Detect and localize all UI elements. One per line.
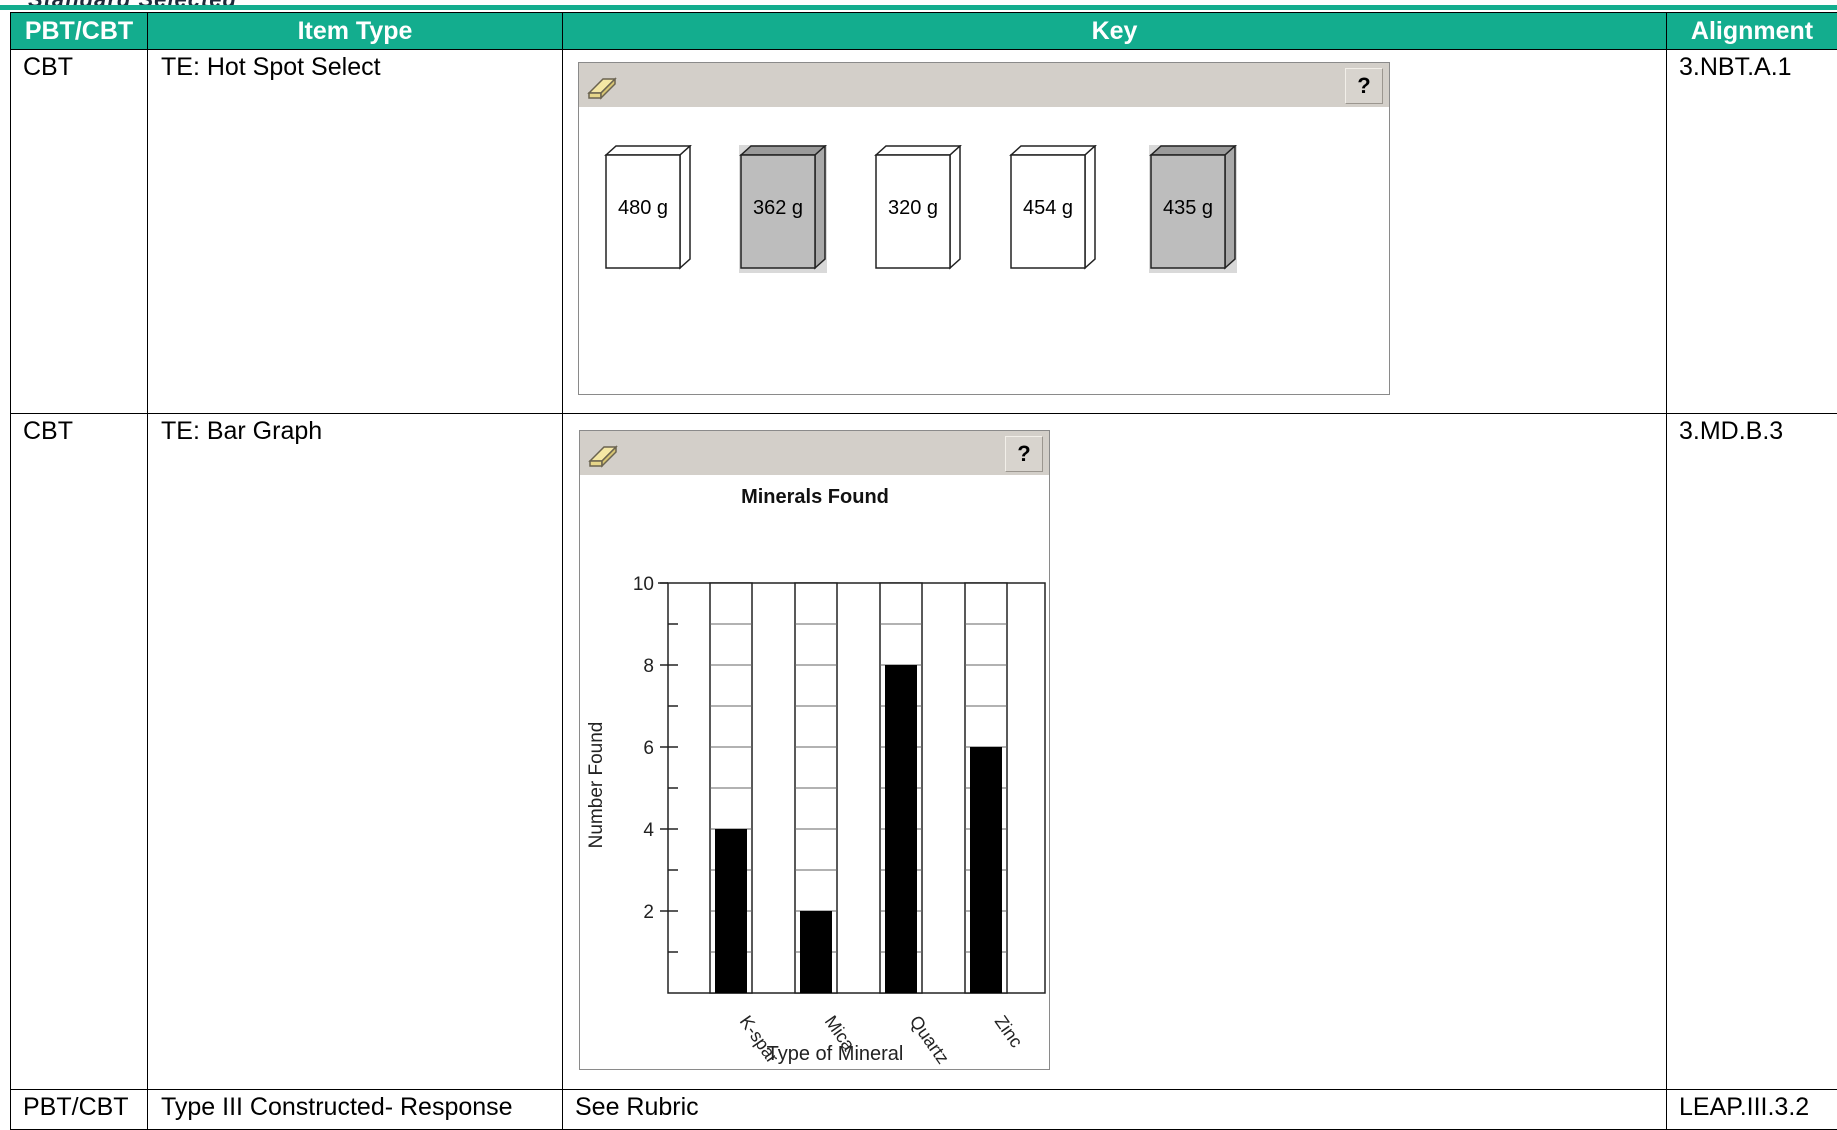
col-header-alignment: Alignment — [1667, 13, 1837, 50]
tool-toolbar: ? — [580, 431, 1049, 475]
bar — [885, 665, 917, 993]
y-tick-label: 6 — [643, 738, 654, 759]
eraser-icon[interactable] — [585, 71, 619, 101]
table-row: PBT/CBT Type III Constructed- Response S… — [11, 1090, 1837, 1130]
hot-spot-box-label: 362 g — [739, 197, 817, 220]
cell-item-type: TE: Hot Spot Select — [148, 50, 563, 414]
cell-item-type: TE: Bar Graph — [148, 414, 563, 1090]
hot-spot-tool: ? 480 g 362 g 320 g 454 g 435 g — [578, 62, 1390, 395]
answer-key-table: PBT/CBT Item Type Key Alignment CBT TE: … — [10, 12, 1837, 1130]
table-header-row: PBT/CBT Item Type Key Alignment — [11, 13, 1837, 50]
bar — [800, 911, 832, 993]
hot-spot-box[interactable]: 454 g — [1009, 145, 1099, 275]
y-axis-label: Number Found — [586, 722, 607, 849]
x-axis-label: Type of Mineral — [767, 1043, 904, 1065]
hot-spot-box-label: 320 g — [874, 197, 952, 220]
hot-spot-box-label: 454 g — [1009, 197, 1087, 220]
cell-mode: CBT — [11, 414, 148, 1090]
hot-spot-box[interactable]: 362 g — [739, 145, 829, 275]
eraser-icon[interactable] — [586, 439, 620, 469]
hot-spot-box[interactable]: 320 g — [874, 145, 964, 275]
cell-mode: PBT/CBT — [11, 1090, 148, 1130]
y-tick-label: 4 — [643, 820, 654, 841]
bar — [970, 747, 1002, 993]
table-row: CBT TE: Hot Spot Select ? 480 g 362 g 320 … — [11, 50, 1837, 414]
hot-spot-box-label: 435 g — [1149, 197, 1227, 220]
hot-spot-box[interactable]: 480 g — [604, 145, 694, 275]
page-top-rule: Standard Selected — [0, 0, 1837, 10]
header-rule — [0, 5, 1837, 10]
bar — [715, 829, 747, 993]
y-tick-label: 2 — [643, 902, 654, 923]
tool-toolbar: ? — [579, 63, 1389, 107]
cell-key: ? 480 g 362 g 320 g 454 g 435 g — [563, 50, 1667, 414]
cell-mode: CBT — [11, 50, 148, 414]
cell-alignment: LEAP.III.3.2 — [1667, 1090, 1837, 1130]
hot-spot-box[interactable]: 435 g — [1149, 145, 1239, 275]
cell-alignment: 3.MD.B.3 — [1667, 414, 1837, 1090]
cell-alignment: 3.NBT.A.1 — [1667, 50, 1837, 414]
cell-key: See Rubric — [563, 1090, 1667, 1130]
y-tick-label: 10 — [633, 574, 654, 595]
x-tick-label: Quartz — [906, 1012, 953, 1067]
chart-title: Minerals Found — [741, 486, 889, 508]
help-button[interactable]: ? — [1005, 436, 1043, 472]
hot-spot-box-label: 480 g — [604, 197, 682, 220]
x-tick-label: Zinc — [991, 1012, 1027, 1051]
col-header-key: Key — [563, 13, 1667, 50]
col-header-mode: PBT/CBT — [11, 13, 148, 50]
col-header-item-type: Item Type — [148, 13, 563, 50]
help-button[interactable]: ? — [1345, 68, 1383, 104]
y-tick-label: 8 — [643, 656, 654, 677]
cell-item-type: Type III Constructed- Response — [148, 1090, 563, 1130]
